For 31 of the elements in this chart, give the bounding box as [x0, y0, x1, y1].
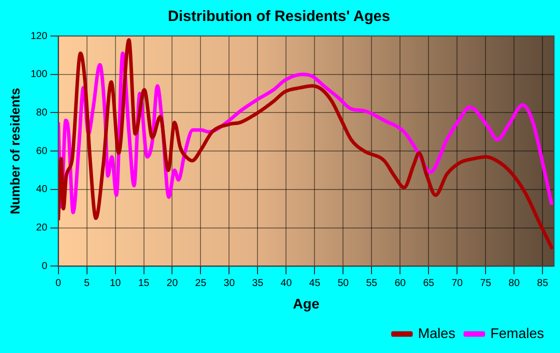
x-tick-label: 55: [366, 278, 378, 289]
y-tick-label: 0: [42, 260, 48, 272]
x-axis-title: Age: [292, 295, 320, 312]
x-tick-label: 25: [195, 278, 207, 289]
x-tick-label: 5: [84, 278, 90, 289]
x-tick-label: 65: [423, 278, 435, 289]
x-tick-label: 80: [508, 278, 520, 289]
x-tick-label: 70: [452, 278, 464, 289]
x-tick-label: 35: [252, 278, 264, 289]
y-tick-label: 20: [36, 222, 48, 234]
x-tick-label: 75: [480, 278, 492, 289]
x-tick-label: 45: [309, 278, 321, 289]
x-tick-label: 85: [537, 278, 549, 289]
y-axis-title: Number of residents: [7, 88, 22, 214]
legend-label: Females: [490, 324, 544, 341]
x-tick-label: 10: [110, 278, 122, 289]
legend-label: Males: [418, 324, 456, 341]
x-tick-label: 50: [338, 278, 350, 289]
x-tick-label: 0: [56, 278, 62, 289]
x-tick-label: 15: [138, 278, 150, 289]
line-series: [58, 38, 554, 251]
y-tick-label: 120: [30, 30, 48, 42]
y-tick-label: 40: [36, 184, 48, 196]
x-tick-label: 60: [394, 278, 406, 289]
y-tick-label: 60: [36, 146, 48, 157]
x-tick-label: 40: [280, 278, 292, 289]
y-tick-label: 80: [36, 107, 48, 118]
y-tick-label: 100: [30, 69, 48, 80]
x-tick-label: 30: [224, 278, 236, 289]
x-tick-label: 20: [166, 278, 178, 289]
chart-title: Distribution of Residents' Ages: [168, 8, 390, 26]
